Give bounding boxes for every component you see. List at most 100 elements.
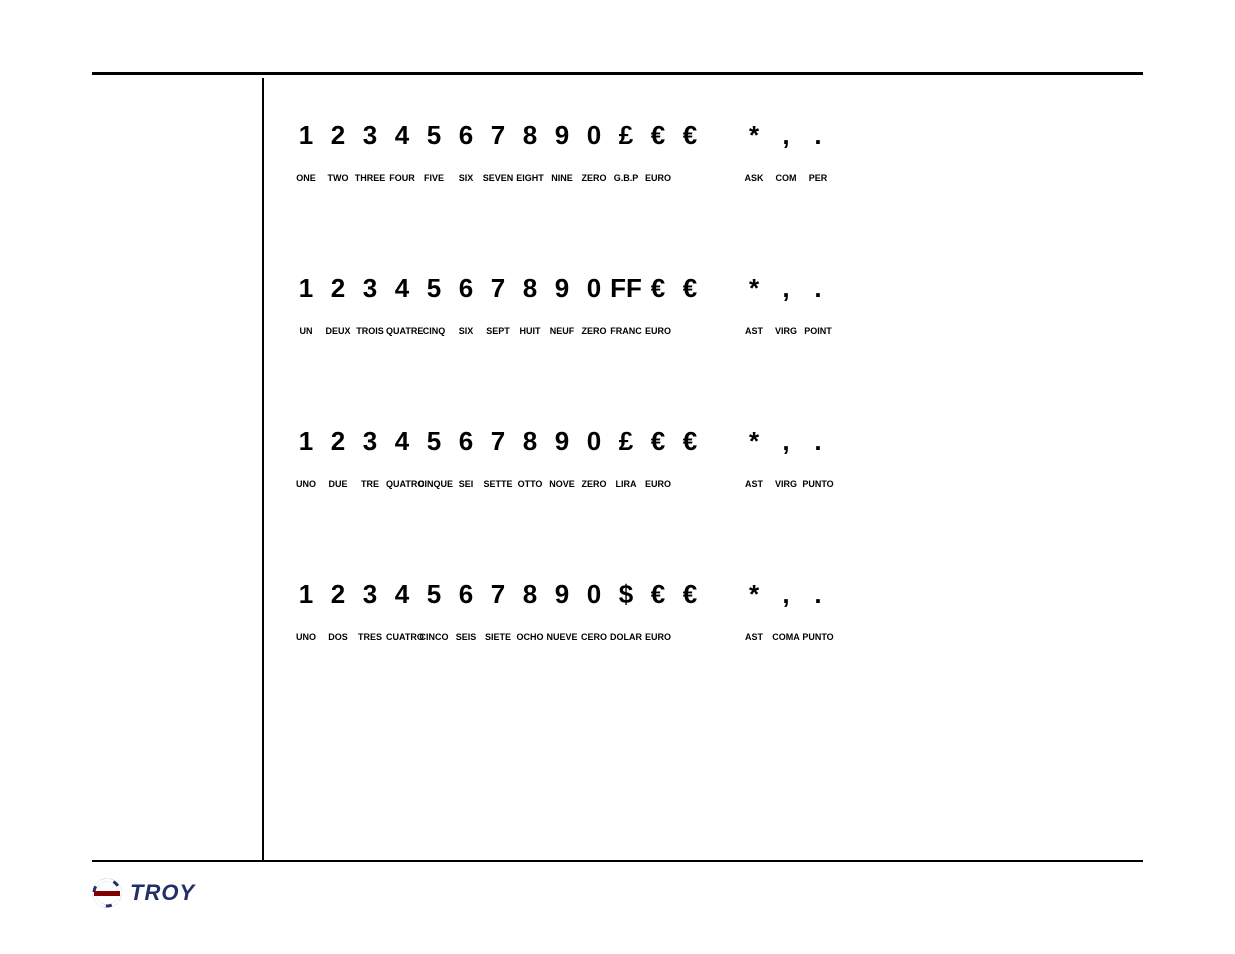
glyph: £ [610, 426, 642, 457]
glyph-label: VIRG [770, 326, 802, 336]
glyph-label: FRANC [610, 326, 642, 336]
glyph: FF [610, 273, 642, 304]
glyph: € [674, 579, 706, 610]
glyph: 7 [482, 426, 514, 457]
glyph: 2 [322, 120, 354, 151]
glyph-label: ZERO [578, 326, 610, 336]
glyph-label: AST [738, 632, 770, 642]
glyph-row: 1 2 3 4 5 6 7 8 9 0 £ € € * , . [290, 120, 1143, 151]
glyph: 4 [386, 579, 418, 610]
glyph: 3 [354, 579, 386, 610]
glyph-label: SIETE [482, 632, 514, 642]
glyph: 4 [386, 120, 418, 151]
glyph: € [674, 273, 706, 304]
label-row: ONE TWO THREE FOUR FIVE SIX SEVEN EIGHT … [290, 173, 1143, 183]
page: 1 2 3 4 5 6 7 8 9 0 £ € € * , . ONE TWO [0, 0, 1235, 954]
glyph: 1 [290, 426, 322, 457]
glyph-label: SIX [450, 326, 482, 336]
glyph: , [770, 426, 802, 457]
glyph-label: FOUR [386, 173, 418, 183]
glyph-label: SETTE [482, 479, 514, 489]
glyph-label: NOVE [546, 479, 578, 489]
glyph: 1 [290, 273, 322, 304]
glyph-label: PUNTO [802, 479, 834, 489]
glyph-label: THREE [354, 173, 386, 183]
glyph-label: UN [290, 326, 322, 336]
glyph: 0 [578, 426, 610, 457]
glyph-label: EURO [642, 632, 674, 642]
glyph: € [642, 120, 674, 151]
glyph-label: ZERO [578, 479, 610, 489]
glyph-label: PER [802, 173, 834, 183]
glyph-label: TRES [354, 632, 386, 642]
glyph: 4 [386, 273, 418, 304]
font-sample-block: 1 2 3 4 5 6 7 8 9 0 £ € € * , . ONE TWO [290, 120, 1143, 183]
glyph: 7 [482, 579, 514, 610]
glyph-label: ZERO [578, 173, 610, 183]
glyph-label: CERO [578, 632, 610, 642]
bottom-rule [92, 860, 1143, 862]
glyph-label: OTTO [514, 479, 546, 489]
glyph-label: FIVE [418, 173, 450, 183]
glyph-label: CUATRO [386, 632, 418, 642]
glyph-label: SEVEN [482, 173, 514, 183]
glyph-label: DUE [322, 479, 354, 489]
glyph: 5 [418, 120, 450, 151]
glyph: 1 [290, 579, 322, 610]
glyph-label: PUNTO [802, 632, 834, 642]
glyph-label: COMA [770, 632, 802, 642]
glyph-label: TWO [322, 173, 354, 183]
glyph-label: UNO [290, 632, 322, 642]
glyph-label: ASK [738, 173, 770, 183]
glyph-label: UNO [290, 479, 322, 489]
glyph: * [738, 579, 770, 610]
glyph-label: LIRA [610, 479, 642, 489]
glyph: 8 [514, 579, 546, 610]
glyph-label: NUEVE [546, 632, 578, 642]
vertical-rule [262, 78, 264, 862]
glyph: 6 [450, 579, 482, 610]
glyph: 7 [482, 120, 514, 151]
glyph-label: CINCO [418, 632, 450, 642]
glyph-label: EURO [642, 479, 674, 489]
glyph: € [642, 273, 674, 304]
glyph: , [770, 120, 802, 151]
font-sample-block: 1 2 3 4 5 6 7 8 9 0 £ € € * , . UNO DUE [290, 426, 1143, 489]
content-area: 1 2 3 4 5 6 7 8 9 0 £ € € * , . ONE TWO [290, 120, 1143, 732]
glyph: 7 [482, 273, 514, 304]
glyph-label: SEIS [450, 632, 482, 642]
glyph: € [642, 579, 674, 610]
glyph: . [802, 273, 834, 304]
glyph-label: NINE [546, 173, 578, 183]
glyph: € [642, 426, 674, 457]
glyph: 5 [418, 426, 450, 457]
glyph: 0 [578, 120, 610, 151]
glyph-label: QUATRE [386, 326, 418, 336]
glyph-label: OCHO [514, 632, 546, 642]
glyph-label: G.B.P [610, 173, 642, 183]
glyph: 8 [514, 120, 546, 151]
glyph-row: 1 2 3 4 5 6 7 8 9 0 FF € € * , . [290, 273, 1143, 304]
glyph-label: NEUF [546, 326, 578, 336]
glyph-label: CINQUE [418, 479, 450, 489]
glyph: * [738, 426, 770, 457]
glyph: 8 [514, 273, 546, 304]
font-sample-block: 1 2 3 4 5 6 7 8 9 0 $ € € * , . UNO DOS [290, 579, 1143, 642]
font-sample-block: 1 2 3 4 5 6 7 8 9 0 FF € € * , . UN DEUX [290, 273, 1143, 336]
glyph: 6 [450, 426, 482, 457]
glyph-label: SEI [450, 479, 482, 489]
glyph: 1 [290, 120, 322, 151]
glyph-row: 1 2 3 4 5 6 7 8 9 0 $ € € * , . [290, 579, 1143, 610]
glyph: 0 [578, 273, 610, 304]
glyph-label: AST [738, 326, 770, 336]
brand-logo-icon [92, 878, 122, 908]
glyph-label: HUIT [514, 326, 546, 336]
label-row: UNO DUE TRE QUATRO CINQUE SEI SETTE OTTO… [290, 479, 1143, 489]
glyph: 9 [546, 120, 578, 151]
glyph: . [802, 579, 834, 610]
glyph: 9 [546, 426, 578, 457]
brand-logo: TROY [92, 878, 195, 908]
glyph-label: VIRG [770, 479, 802, 489]
glyph-label: SIX [450, 173, 482, 183]
glyph-label: QUATRO [386, 479, 418, 489]
